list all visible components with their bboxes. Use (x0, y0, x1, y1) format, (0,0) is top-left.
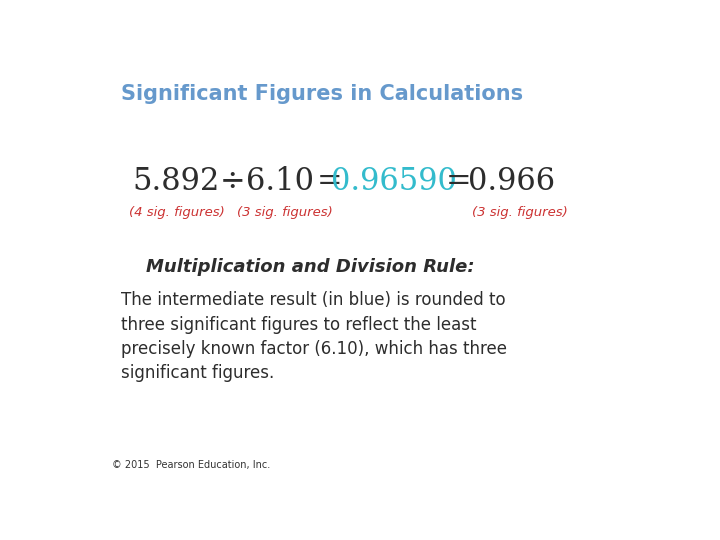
Text: (3 sig. figures): (3 sig. figures) (472, 206, 567, 219)
Text: (3 sig. figures): (3 sig. figures) (238, 206, 333, 219)
Text: 0.96590: 0.96590 (331, 166, 457, 197)
Text: (4 sig. figures): (4 sig. figures) (129, 206, 225, 219)
Text: Multiplication and Division Rule:: Multiplication and Division Rule: (145, 258, 474, 276)
Text: 0.966: 0.966 (468, 166, 555, 197)
Text: © 2015  Pearson Education, Inc.: © 2015 Pearson Education, Inc. (112, 460, 271, 470)
Text: 6.10: 6.10 (246, 166, 314, 197)
Text: The intermediate result (in blue) is rounded to
three significant figures to ref: The intermediate result (in blue) is rou… (121, 292, 507, 382)
Text: Significant Figures in Calculations: Significant Figures in Calculations (121, 84, 523, 104)
Text: ÷: ÷ (220, 166, 245, 197)
Text: =: = (446, 166, 471, 197)
Text: =: = (317, 166, 343, 197)
Text: 5.892: 5.892 (132, 166, 220, 197)
